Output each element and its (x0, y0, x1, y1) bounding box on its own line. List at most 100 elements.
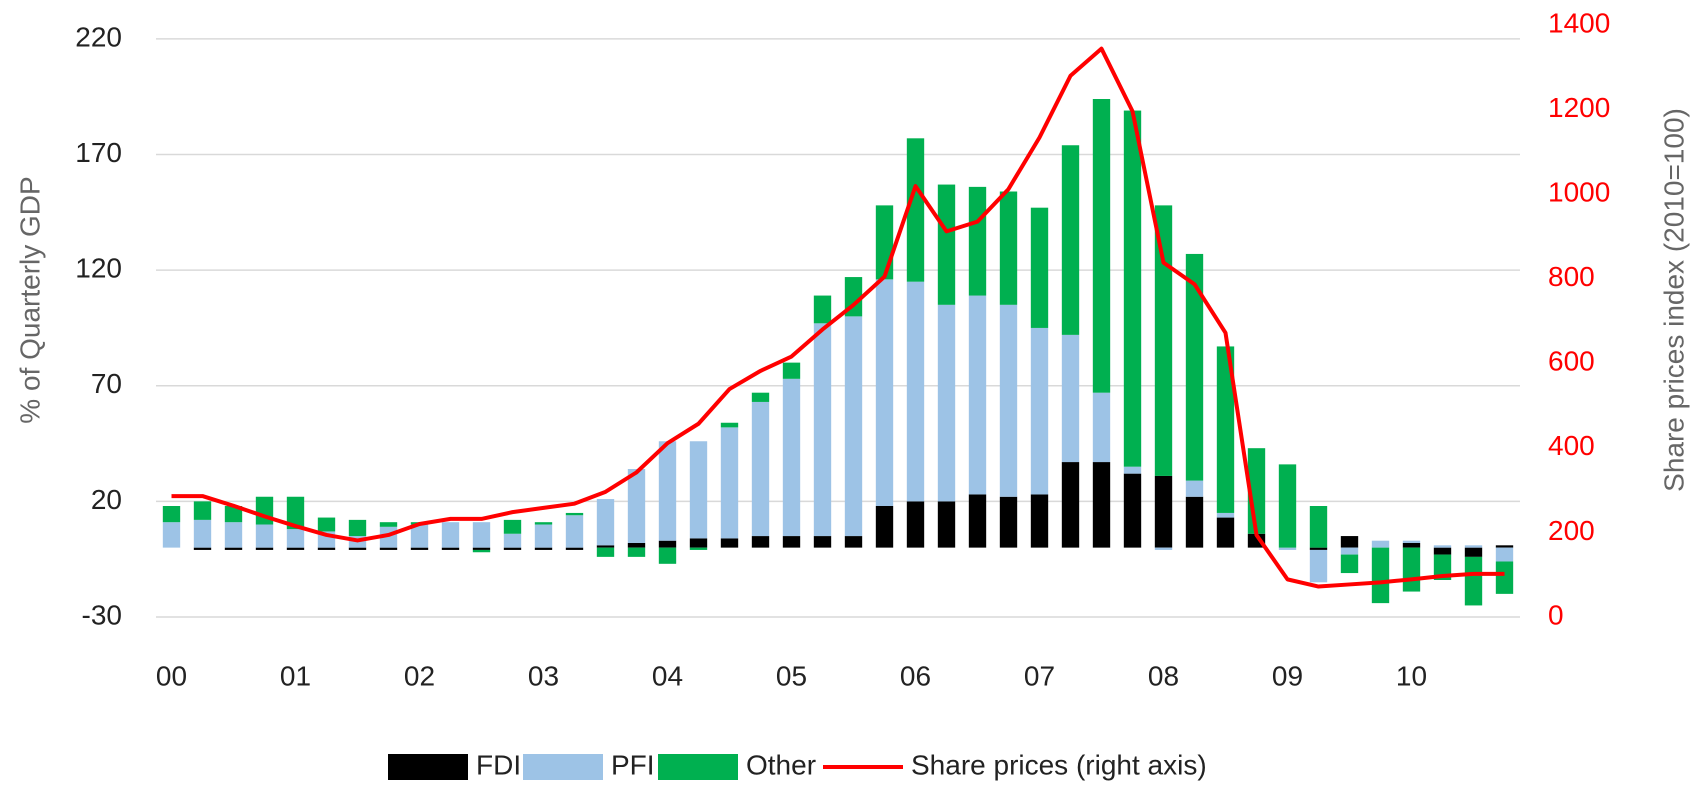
bar-segment (937, 184, 956, 305)
bar-segment (1123, 110, 1142, 467)
bar-segment (1309, 506, 1328, 548)
bar-segment (968, 186, 987, 296)
bar-segment (1061, 145, 1080, 335)
bar-segment (1433, 554, 1452, 580)
bar-segment (1433, 547, 1452, 555)
bar-segment (1092, 392, 1111, 463)
bar-segment (1278, 464, 1297, 548)
y2-tick-label: 600 (1548, 346, 1595, 377)
bar-segment (286, 547, 305, 550)
bar-segment (162, 522, 181, 548)
bar-segment (1030, 327, 1049, 495)
bar-segment (1154, 205, 1173, 476)
y-tick-label: 220 (75, 21, 122, 52)
y-tick-label: 70 (91, 368, 122, 399)
x-tick-label: 10 (1396, 660, 1427, 691)
bar-segment (1464, 556, 1483, 606)
bar-segment (410, 547, 429, 550)
y-tick-label: 170 (75, 137, 122, 168)
bar-segment (472, 547, 491, 550)
bar-segment (875, 205, 894, 280)
y2-axis-title: Share prices index (2010=100) (1658, 108, 1689, 492)
bar-segment (1402, 543, 1421, 548)
x-tick-label: 02 (404, 660, 435, 691)
x-tick-label: 09 (1272, 660, 1303, 691)
legend-swatch (658, 754, 738, 780)
bar-segment (1371, 540, 1390, 548)
bar-segment (410, 524, 429, 548)
bar-segment (751, 392, 770, 402)
y-tick-label: 120 (75, 253, 122, 284)
bar-segment (782, 362, 801, 379)
bar-segment (1495, 545, 1514, 548)
y2-tick-label: 1200 (1548, 92, 1610, 123)
bar-segment (658, 547, 677, 564)
bar-segment (1216, 512, 1235, 518)
bar-segment (689, 547, 708, 550)
bar-segment (627, 543, 646, 548)
bar-segment (906, 501, 925, 548)
bar-segment (658, 441, 677, 541)
bar-segment (534, 547, 553, 550)
bar-segment (596, 499, 615, 546)
bar-segment (534, 522, 553, 525)
bar-segment (596, 547, 615, 557)
bar-segment (1464, 545, 1483, 548)
bar-segment (751, 536, 770, 548)
bar-segment (906, 281, 925, 502)
bar-segment (286, 529, 305, 548)
x-tick-label: 05 (776, 660, 807, 691)
bar-segment (1433, 545, 1452, 548)
bar-segment (1340, 547, 1359, 555)
x-tick-label: 08 (1148, 660, 1179, 691)
bar-segment (193, 519, 212, 548)
bar-segment (1371, 547, 1390, 604)
x-tick-label: 01 (280, 660, 311, 691)
bar-segment (441, 522, 460, 548)
y-axis-title: % of Quarterly GDP (14, 176, 45, 423)
legend-label: FDI (476, 749, 521, 780)
x-tick-label: 00 (156, 660, 187, 691)
bar-segment (162, 506, 181, 523)
bar-segment (224, 522, 243, 548)
bar-segment (844, 316, 863, 537)
y-tick-label: 20 (91, 484, 122, 515)
bar-segment (1123, 466, 1142, 474)
bar-segment (720, 538, 739, 548)
bar-segment (317, 547, 336, 550)
bar-segment (627, 547, 646, 557)
bar-segment (596, 545, 615, 548)
x-tick-label: 04 (652, 660, 683, 691)
bar-segment (875, 279, 894, 506)
bar-segment (782, 378, 801, 537)
bar-segment (1061, 334, 1080, 463)
bar-segment (689, 538, 708, 548)
bar-segment (348, 547, 367, 550)
bar-segment (1061, 462, 1080, 548)
bar-segment (999, 496, 1018, 548)
x-tick-label: 03 (528, 660, 559, 691)
bar-segment (1092, 462, 1111, 548)
x-tick-label: 07 (1024, 660, 1055, 691)
bar-segment (348, 519, 367, 537)
bar-segment (658, 540, 677, 548)
bar-segment (937, 304, 956, 502)
bar-segment (1185, 253, 1204, 481)
bar-segment (379, 522, 398, 527)
y2-tick-label: 1000 (1548, 177, 1610, 208)
bar-segment (627, 469, 646, 543)
bar-segment (472, 522, 491, 548)
bar-segment (503, 533, 522, 548)
bar-segment (1340, 536, 1359, 548)
bar-segment (224, 506, 243, 523)
bar-segment (1340, 554, 1359, 574)
bar-segment (1216, 517, 1235, 548)
legend-label: Other (746, 749, 816, 780)
bar-segment (565, 515, 584, 548)
y2-tick-label: 400 (1548, 430, 1595, 461)
y2-tick-label: 1400 (1548, 7, 1610, 38)
bar-segment (968, 494, 987, 548)
bar-segment (1464, 547, 1483, 557)
x-tick-label: 06 (900, 660, 931, 691)
bar-segment (503, 519, 522, 534)
